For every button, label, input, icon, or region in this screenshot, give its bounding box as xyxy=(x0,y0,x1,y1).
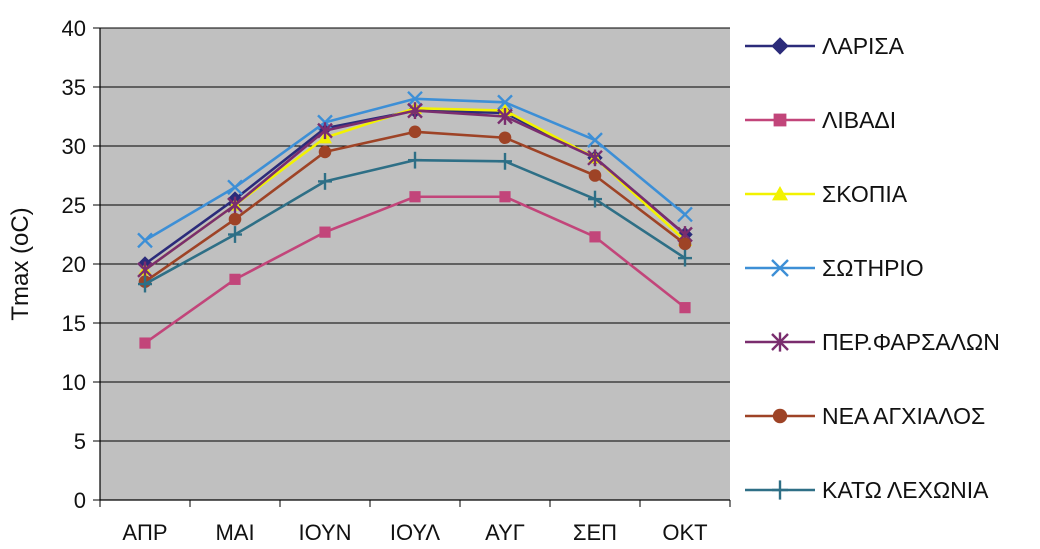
x-tick-label: ΙΟΥΝ xyxy=(298,520,351,545)
data-point-marker xyxy=(409,191,421,203)
y-axis-title: Tmax (oC) xyxy=(7,207,34,320)
data-point-marker xyxy=(137,232,153,249)
data-point-marker xyxy=(771,259,789,277)
y-tick-label: 30 xyxy=(62,134,86,159)
data-point-marker xyxy=(407,90,423,107)
legend-entry: ΣΚΟΠΙΑ xyxy=(745,181,908,207)
data-point-marker xyxy=(228,226,242,243)
data-point-marker xyxy=(317,122,333,140)
data-point-marker xyxy=(319,226,331,238)
y-tick-label: 35 xyxy=(62,75,86,100)
y-tick-label: 20 xyxy=(62,252,86,277)
data-point-marker xyxy=(227,179,243,196)
legend-entry: ΚΑΤΩ ΛΕΧΩΝΙΑ xyxy=(745,477,989,503)
series-7 xyxy=(138,151,692,293)
y-tick-label: 5 xyxy=(74,429,86,454)
data-point-marker xyxy=(407,102,423,119)
data-point-marker xyxy=(773,113,787,127)
x-tick-label: ΙΟΥΛ xyxy=(390,520,441,545)
data-point-marker xyxy=(138,275,152,293)
data-point-marker xyxy=(408,151,422,169)
data-point-marker xyxy=(228,212,242,226)
data-point-marker xyxy=(499,191,511,203)
data-point-marker xyxy=(677,206,693,223)
x-tick-label: ΣΕΠ xyxy=(573,520,617,545)
legend-label: ΝΕΑ ΑΓΧΙΑΛΟΣ xyxy=(822,403,985,429)
data-point-marker xyxy=(587,149,603,167)
data-point-marker xyxy=(587,132,603,148)
data-point-marker xyxy=(318,173,332,190)
x-tick-label: ΑΥΓ xyxy=(485,520,525,545)
x-tick-label: ΑΠΡ xyxy=(122,520,167,545)
legend: ΛΑΡΙΣΑ ΛΙΒΑΔΙ ΣΚΟΠΙΑ ΣΩΤΗΡΙΟ ΠΕΡ.ΦΑΡΣΑΛΩΝ ΝΕΑ… xyxy=(745,33,1000,503)
data-point-marker xyxy=(588,190,602,208)
data-point-marker xyxy=(589,231,601,243)
series-2 xyxy=(139,191,691,349)
legend-entry: ΝΕΑ ΑΓΧΙΑΛΟΣ xyxy=(745,403,985,429)
legend-label: ΣΚΟΠΙΑ xyxy=(822,181,908,207)
y-tick-label: 10 xyxy=(62,370,86,395)
data-point-marker xyxy=(498,152,512,170)
legend-entry: ΛΙΒΑΔΙ xyxy=(745,107,896,133)
legend-label: ΛΑΡΙΣΑ xyxy=(822,33,905,59)
legend-label: ΚΑΤΩ ΛΕΧΩΝΙΑ xyxy=(822,477,989,503)
legend-label: ΣΩΤΗΡΙΟ xyxy=(822,255,924,281)
data-point-marker xyxy=(772,408,788,424)
x-tick-label: ΟΚΤ xyxy=(662,520,707,545)
data-point-marker xyxy=(679,302,691,314)
legend-entry: ΛΑΡΙΣΑ xyxy=(745,33,905,59)
y-tick-label: 15 xyxy=(62,311,86,336)
series-5 xyxy=(137,102,693,279)
data-point-marker xyxy=(497,94,513,111)
data-point-marker xyxy=(771,332,789,352)
data-point-marker xyxy=(772,480,788,500)
legend-entry: ΠΕΡ.ΦΑΡΣΑΛΩΝ xyxy=(745,329,1000,355)
series-6 xyxy=(138,125,692,289)
series-layer xyxy=(137,90,693,349)
legend-label: ΛΙΒΑΔΙ xyxy=(822,107,896,133)
data-point-marker xyxy=(498,131,512,145)
data-point-marker xyxy=(497,108,513,125)
data-point-marker xyxy=(588,169,602,182)
legend-label: ΠΕΡ.ΦΑΡΣΑΛΩΝ xyxy=(822,329,1000,355)
data-point-marker xyxy=(408,125,422,139)
data-point-marker xyxy=(229,273,241,285)
axes: 0 5 10 15 20 25 30 35 40 ΑΠΡ ΜΑΙ ΙΟΥΝ ΙΟΥΛ ΑΥΓ ΣΕΠ ΟΚΤ xyxy=(62,16,731,545)
x-tick-label: ΜΑΙ xyxy=(215,520,254,545)
data-point-marker xyxy=(318,145,332,159)
data-point-marker xyxy=(227,196,243,214)
y-tick-label: 40 xyxy=(62,16,86,41)
y-tick-label: 25 xyxy=(62,193,86,218)
data-point-marker xyxy=(678,237,692,251)
data-point-marker xyxy=(772,186,788,201)
data-point-marker xyxy=(771,37,789,55)
series-4 xyxy=(137,90,693,249)
data-point-marker xyxy=(139,337,151,349)
y-tick-label: 0 xyxy=(74,488,86,513)
legend-entry: ΣΩΤΗΡΙΟ xyxy=(745,255,924,281)
data-point-marker xyxy=(678,249,692,267)
